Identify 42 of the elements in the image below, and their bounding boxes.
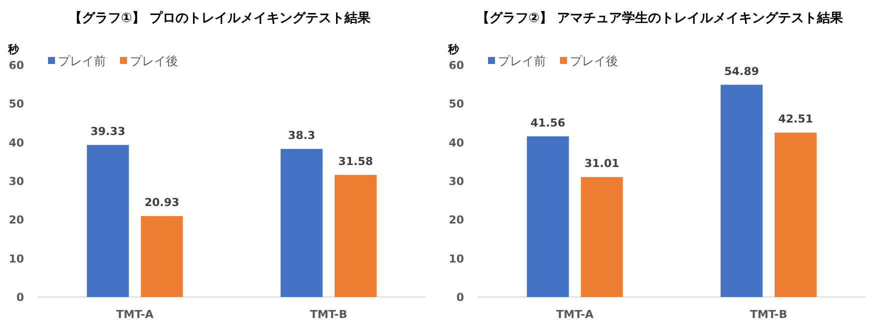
- x-tick-label: TMT-A: [116, 308, 154, 321]
- y-tick-label: 40: [448, 136, 464, 150]
- bar: [334, 174, 377, 297]
- y-axis-title: 秒: [7, 43, 20, 56]
- y-tick-label: 60: [8, 59, 24, 72]
- data-label: 54.89: [724, 64, 759, 78]
- y-tick-label: 30: [448, 175, 464, 188]
- y-tick-label: 20: [8, 214, 24, 227]
- data-label: 38.3: [288, 128, 316, 142]
- bar: [526, 136, 568, 297]
- y-tick-label: 50: [448, 98, 464, 111]
- x-tick-label: TMT-A: [556, 308, 594, 321]
- bar: [774, 132, 816, 297]
- y-tick-label: 0: [16, 291, 24, 304]
- data-label: 42.51: [778, 112, 813, 126]
- y-tick-label: 0: [456, 291, 464, 304]
- chart-title: 【グラフ①】 プロのトレイルメイキングテスト結果: [68, 10, 372, 26]
- y-tick-label: 40: [8, 136, 24, 150]
- legend-label: プレイ後: [570, 54, 618, 68]
- bar: [280, 148, 323, 297]
- bar: [580, 177, 622, 297]
- chart-title: 【グラフ②】 アマチュア学生のトレイルメイキングテスト結果: [476, 10, 844, 26]
- data-label: 20.93: [144, 196, 180, 210]
- y-tick-label: 30: [8, 175, 24, 188]
- legend-label: プレイ前: [498, 54, 546, 68]
- y-tick-label: 50: [8, 98, 24, 111]
- bar: [86, 144, 129, 297]
- data-label: 39.33: [90, 124, 126, 138]
- x-tick-label: TMT-B: [749, 308, 787, 321]
- y-tick-label: 60: [448, 59, 464, 72]
- data-label: 31.58: [338, 154, 374, 168]
- data-label: 41.56: [530, 116, 566, 130]
- legend-label: プレイ後: [130, 54, 178, 68]
- y-tick-label: 10: [448, 252, 464, 266]
- data-label: 31.01: [584, 157, 619, 170]
- legend-label: プレイ前: [58, 54, 106, 68]
- x-tick-label: TMT-B: [310, 308, 348, 321]
- bar: [140, 216, 183, 297]
- bar: [720, 84, 762, 297]
- y-axis-title: 秒: [446, 43, 460, 56]
- y-tick-label: 20: [448, 214, 464, 227]
- y-tick-label: 10: [8, 252, 24, 266]
